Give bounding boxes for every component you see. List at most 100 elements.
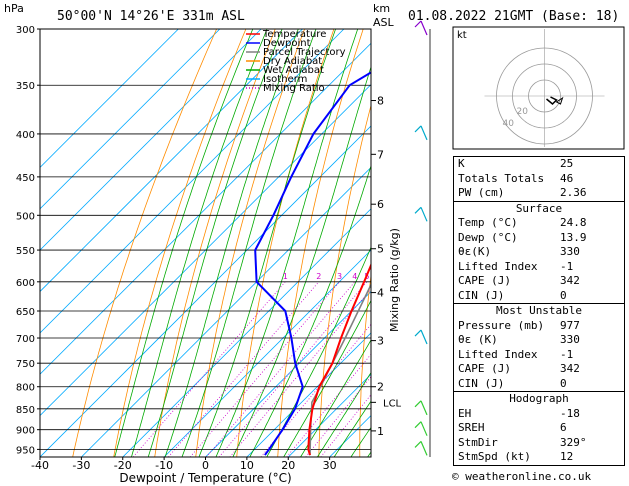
pressure-tick-label: 400 bbox=[16, 130, 35, 141]
isotherm-line bbox=[246, 332, 371, 457]
hpa-label: hPa bbox=[4, 2, 24, 15]
lcl-label: LCL bbox=[383, 398, 402, 409]
wet-adiabat-line bbox=[316, 371, 371, 457]
mixing-ratio-label: 2 bbox=[316, 272, 321, 281]
pressure-tick-label: 700 bbox=[16, 334, 35, 345]
pressure-tick-label: 850 bbox=[16, 405, 35, 416]
indices-label: PW (cm) bbox=[458, 186, 505, 199]
surface-label: Temp (°C) bbox=[458, 216, 518, 229]
surface-value: 13.9 bbox=[560, 230, 587, 244]
most_unstable-label: Lifted Index bbox=[458, 347, 538, 361]
temperature-tick-label: -10 bbox=[155, 459, 173, 472]
dewpoint-line bbox=[254, 71, 371, 456]
pressure-tick-label: 500 bbox=[16, 211, 35, 222]
mixing-ratio-line bbox=[320, 394, 371, 457]
hodograph_table-label: StmDir bbox=[458, 435, 498, 449]
km-tick-label: 1 bbox=[377, 425, 384, 438]
indices-value: 2.36 bbox=[560, 186, 587, 199]
isotherm-line bbox=[205, 290, 371, 457]
most_unstable-label: CIN (J) bbox=[458, 376, 505, 390]
hodograph_table-value: 6 bbox=[560, 421, 567, 434]
mixing-ratio-line bbox=[305, 376, 371, 457]
pressure-tick-label: 300 bbox=[16, 25, 35, 36]
indices-row: K 25 bbox=[454, 157, 624, 172]
dry-adiabat-line bbox=[72, 29, 217, 457]
pressure-tick-label: 750 bbox=[16, 359, 35, 370]
indices-box: K 25 Totals Totals 46 PW (cm) 2.36 bbox=[453, 156, 625, 202]
km-tick-label: 3 bbox=[377, 335, 384, 348]
pressure-tick-label: 450 bbox=[16, 173, 35, 184]
most_unstable-value: 0 bbox=[560, 376, 567, 390]
footer-copyright: © weatheronline.co.uk bbox=[452, 470, 592, 483]
km-tick-label: 7 bbox=[377, 148, 384, 161]
isotherm-line bbox=[40, 42, 371, 375]
location-title: 50°00'N 14°26'E 331m ASL bbox=[57, 9, 245, 24]
wind-barb bbox=[414, 20, 428, 36]
hodograph-frame bbox=[452, 26, 625, 150]
mixing-ratio-line bbox=[132, 281, 286, 457]
wet-adiabat-line bbox=[215, 29, 359, 457]
hodograph_table-row: StmDir 329° bbox=[454, 436, 624, 451]
temperature-tick-label: 20 bbox=[281, 459, 295, 472]
legend-label: Temperature bbox=[262, 29, 326, 40]
pressure-tick-label: 950 bbox=[16, 445, 35, 456]
km-tick-label: 4 bbox=[377, 287, 384, 300]
pressure-tick-label: 600 bbox=[16, 278, 35, 289]
isotherm-line bbox=[81, 166, 371, 457]
pressure-tick-label: 900 bbox=[16, 426, 35, 437]
isotherm-line bbox=[288, 373, 371, 457]
storm-motion-marker bbox=[555, 96, 564, 105]
temperature-tick-label: 10 bbox=[240, 459, 254, 472]
hodograph_table-value: -18 bbox=[560, 406, 580, 420]
plot-area: 1 2 3 4 5 6 10 15 20 25 bbox=[40, 29, 451, 457]
temperature-tick-label: 30 bbox=[323, 459, 337, 472]
surface-title: Surface bbox=[515, 201, 563, 215]
isotherm-line bbox=[40, 29, 262, 251]
isotherm-line bbox=[40, 29, 179, 168]
hodograph_table-title: Hodograph bbox=[509, 392, 569, 405]
dry-adiabat-line bbox=[359, 272, 371, 457]
surface-row: θε(K) 330 bbox=[454, 245, 624, 260]
wet-adiabat-line bbox=[300, 339, 371, 457]
wind-barb bbox=[414, 125, 428, 141]
indices-panel: K 25 Totals Totals 46 PW (cm) 2.36 Surface Tem… bbox=[453, 156, 625, 466]
mixing-ratio-label: 15 bbox=[426, 272, 436, 281]
temperature-tick-label: 0 bbox=[202, 459, 209, 472]
hodograph-box: Hodograph EH -18 SREH 6 StmDir 329° StmSpd (kt)… bbox=[453, 391, 625, 466]
mixing-ratio-line bbox=[189, 281, 340, 457]
temperature-line bbox=[307, 262, 371, 456]
mixing-ratio-axis-label: Mixing Ratio (g/kg) bbox=[388, 228, 401, 332]
most_unstable-row: CIN (J) 0 bbox=[454, 377, 624, 392]
surface-label: CIN (J) bbox=[458, 288, 505, 302]
asl-label: ASL bbox=[373, 16, 395, 29]
surface-row: CIN (J) 0 bbox=[454, 289, 624, 304]
most_unstable-value: -1 bbox=[560, 347, 574, 361]
km-tick-label: 2 bbox=[377, 381, 384, 394]
mixing-ratio-line bbox=[205, 281, 356, 457]
dry-adiabat-line bbox=[400, 29, 451, 457]
indices-row: PW (cm) 2.36 bbox=[454, 186, 624, 201]
most_unstable-value: 977 bbox=[560, 318, 580, 332]
wet-adiabat-line bbox=[283, 299, 371, 457]
legend-label: Wet Adiabat bbox=[263, 65, 324, 76]
temperature-tick-label: -20 bbox=[114, 459, 132, 472]
most_unstable-label: CAPE (J) bbox=[458, 362, 511, 375]
mixing-ratio-label: 10 bbox=[401, 272, 411, 281]
surface-row: Dewp (°C) 13.9 bbox=[454, 231, 624, 246]
most_unstable-row: CAPE (J) 342 bbox=[454, 362, 624, 377]
hodograph_table-row: SREH 6 bbox=[454, 421, 624, 436]
most_unstable-value: 342 bbox=[560, 362, 580, 375]
surface-label: θε(K) bbox=[458, 245, 492, 258]
indices-value: 25 bbox=[560, 157, 574, 170]
mixing-ratio-label: 6 bbox=[375, 272, 380, 281]
dry-adiabat-line bbox=[318, 103, 371, 457]
mixing-ratio-line bbox=[286, 353, 371, 457]
dry-adiabat-line bbox=[195, 29, 305, 457]
wet-adiabat-line bbox=[164, 29, 299, 457]
dry-adiabat-line bbox=[154, 29, 276, 457]
wet-adiabat-line bbox=[130, 29, 268, 457]
wet-adiabat-line bbox=[198, 29, 336, 457]
isotherm-line bbox=[40, 29, 221, 210]
dry-adiabat-line bbox=[113, 29, 247, 457]
